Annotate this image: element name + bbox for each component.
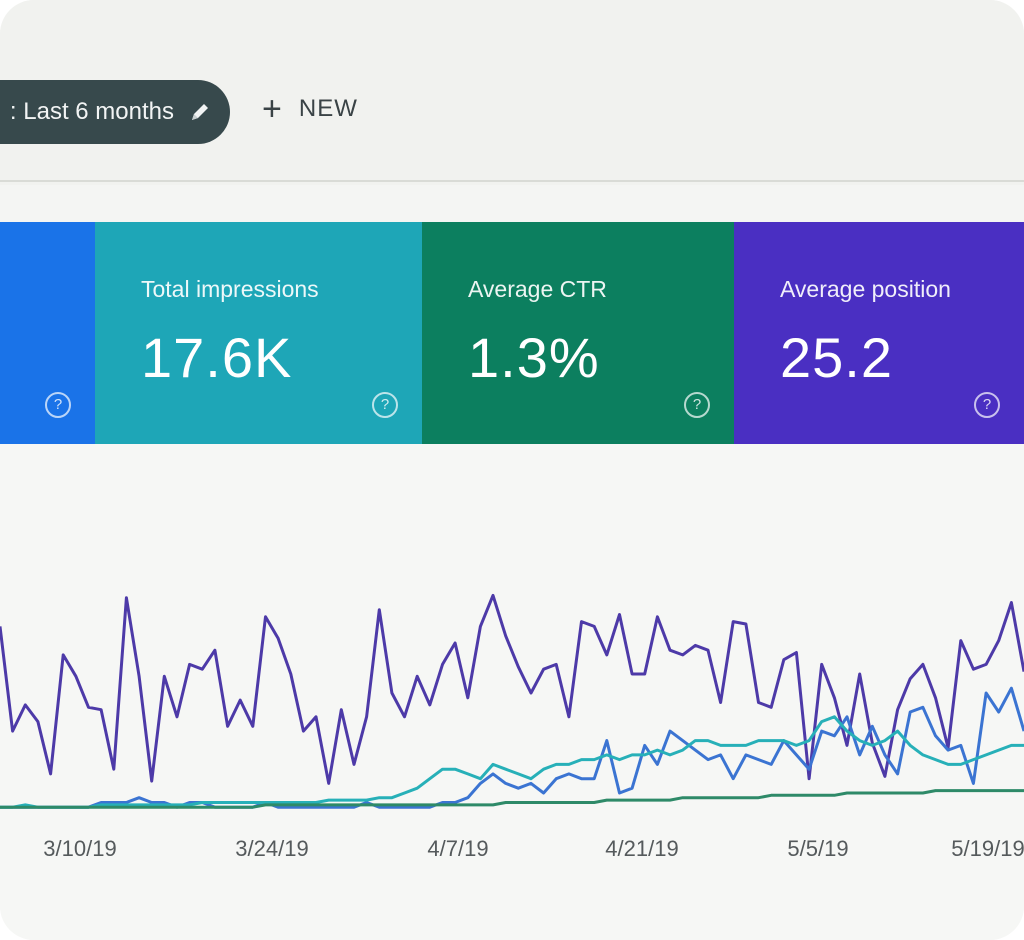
toolbar-divider	[0, 180, 1024, 182]
top-toolbar: : Last 6 months + NEW	[0, 0, 1024, 185]
plus-icon: +	[262, 90, 283, 128]
help-icon[interactable]: ?	[974, 392, 1000, 418]
date-filter-label: : Last 6 months	[9, 98, 174, 125]
metric-card-clicks[interactable]: ?	[0, 222, 95, 444]
series-line-2[interactable]	[0, 715, 1024, 809]
help-icon[interactable]: ?	[372, 392, 398, 418]
series-line-1[interactable]	[0, 686, 1024, 809]
metric-title: Average position	[780, 276, 951, 302]
metric-title: Average CTR	[468, 276, 607, 302]
metric-cards: ? Total impressions 17.6K ? Average CTR …	[0, 222, 1024, 444]
help-icon[interactable]: ?	[45, 392, 71, 418]
pencil-icon[interactable]	[188, 100, 212, 124]
metric-value: 25.2	[780, 326, 893, 389]
new-button-label: NEW	[298, 95, 358, 122]
x-tick-label: 3/10/19	[43, 836, 116, 861]
metric-card-ctr[interactable]: Average CTR 1.3% ?	[422, 222, 734, 444]
performance-line-chart: 3/10/19 3/24/19 4/7/19 4/21/19 5/5/19 5/19/19	[0, 593, 1024, 861]
metric-value: 1.3%	[468, 326, 600, 389]
metric-value: 17.6K	[141, 326, 293, 389]
performance-chart-area: 3/10/19 3/24/19 4/7/19 4/21/19 5/5/19 5/19/19	[0, 444, 1024, 940]
x-tick-label: 3/24/19	[235, 836, 308, 861]
x-tick-label: 4/21/19	[605, 836, 678, 861]
series-line-3[interactable]	[0, 789, 1024, 809]
new-comparison-button[interactable]: + NEW	[262, 90, 358, 128]
metric-card-position[interactable]: Average position 25.2 ?	[734, 222, 1024, 444]
x-tick-label: 5/5/19	[787, 836, 848, 861]
series-line-0[interactable]	[0, 593, 1024, 785]
help-icon[interactable]: ?	[684, 392, 710, 418]
x-tick-label: 4/7/19	[427, 836, 488, 861]
metric-title: Total impressions	[141, 276, 319, 302]
metric-card-impressions[interactable]: Total impressions 17.6K ?	[95, 222, 422, 444]
x-tick-label: 5/19/19	[951, 836, 1024, 861]
date-filter-chip[interactable]: : Last 6 months	[0, 80, 230, 144]
